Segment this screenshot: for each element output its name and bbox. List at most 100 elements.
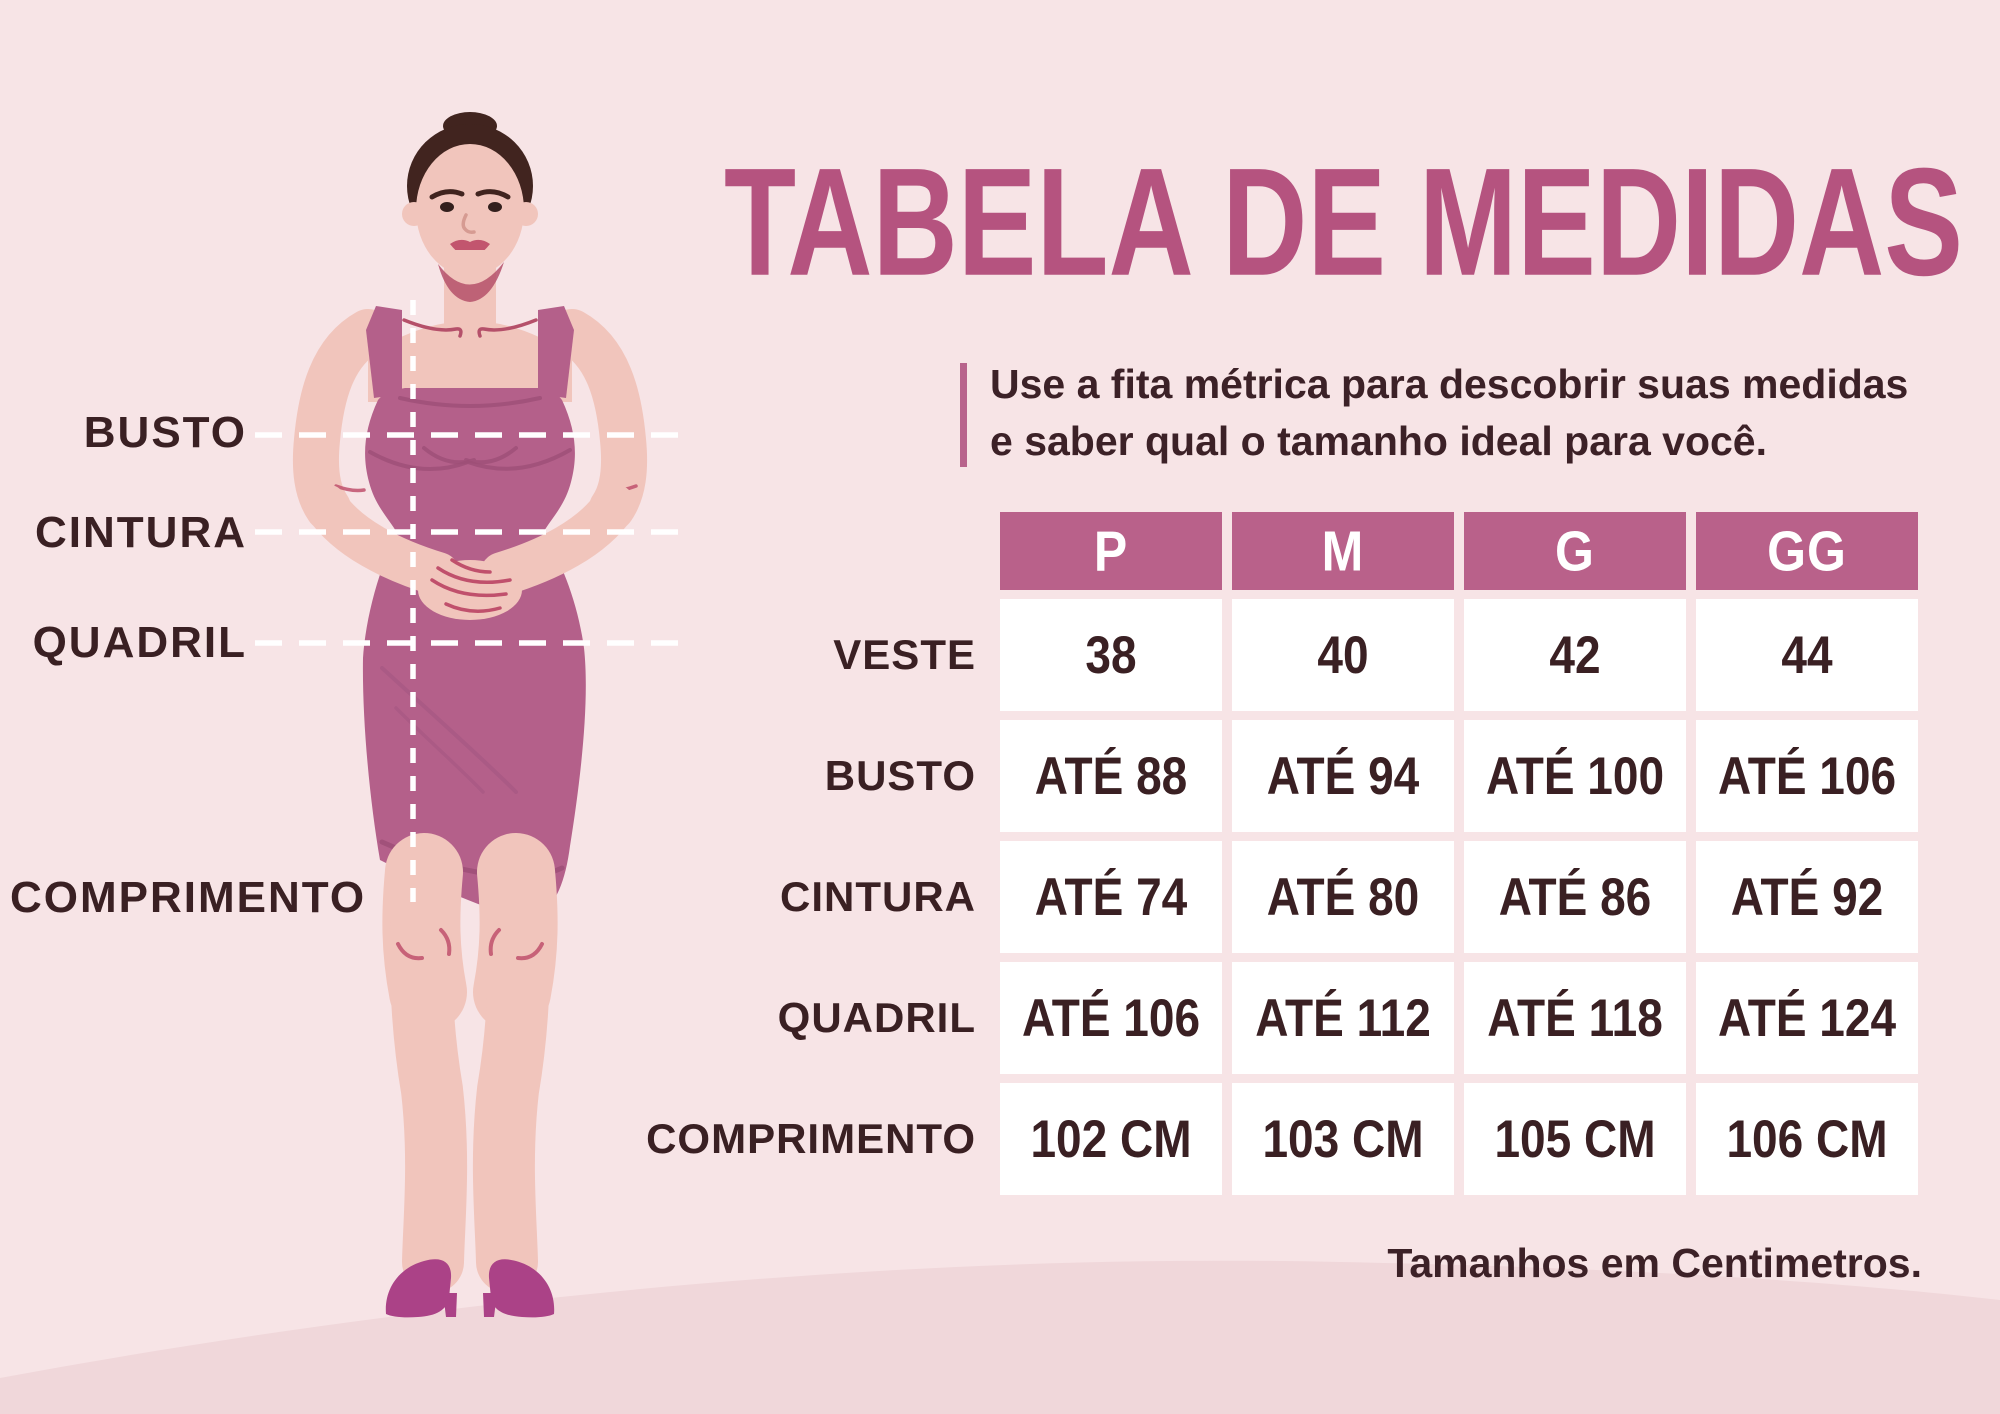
cell-quadril-p: ATÉ 106 — [1000, 962, 1222, 1074]
cell-veste-gg-value: 44 — [1781, 625, 1833, 685]
left-strap — [366, 306, 402, 398]
row-label-comprimento: COMPRIMENTO — [646, 1115, 976, 1162]
right-shoe-heel — [483, 1293, 497, 1317]
neckline-seam — [398, 396, 542, 408]
cell-comprimento-g-value: 105 CM — [1494, 1109, 1656, 1169]
cell-quadril-m-value: ATÉ 112 — [1255, 988, 1431, 1048]
ground-wave — [0, 1260, 2000, 1414]
left-eye — [440, 202, 454, 212]
cell-busto-g-value: ATÉ 100 — [1485, 746, 1665, 806]
cell-comprimento-p-value: 102 CM — [1030, 1109, 1192, 1169]
neck-shadow — [438, 262, 504, 302]
skirt-fold-2 — [394, 706, 485, 794]
right-leg — [472, 835, 551, 1293]
cell-busto-p: ATÉ 88 — [1000, 720, 1222, 832]
row-label-quadril: QUADRIL — [777, 994, 976, 1041]
column-header-gg-label: GG — [1767, 519, 1847, 583]
right-eye — [488, 202, 502, 212]
skirt-fold-1 — [380, 666, 518, 794]
intro-line-2: e saber qual o tamanho ideal para você. — [990, 418, 1767, 464]
cell-comprimento-p: 102 CM — [1000, 1083, 1222, 1195]
left-forearm — [304, 484, 460, 596]
measurement-dashed-lines — [255, 300, 690, 902]
cell-veste-m: 40 — [1232, 599, 1454, 711]
right-upper-arm — [549, 309, 648, 531]
cell-comprimento-gg-value: 106 CM — [1726, 1109, 1888, 1169]
column-header-g-label: G — [1555, 519, 1595, 583]
column-header-p: P — [1000, 512, 1222, 590]
cell-quadril-gg-value: ATÉ 124 — [1717, 988, 1897, 1048]
cell-veste-m-value: 40 — [1317, 625, 1369, 685]
shoulders — [368, 321, 572, 402]
cell-cintura-p-value: ATÉ 74 — [1034, 867, 1188, 927]
cell-comprimento-g: 105 CM — [1464, 1083, 1686, 1195]
intro-text: Use a fita métrica para descobrir suas m… — [990, 356, 1908, 470]
cell-cintura-p: ATÉ 74 — [1000, 841, 1222, 953]
left-shoe-heel — [443, 1293, 457, 1317]
cell-quadril-gg: ATÉ 124 — [1696, 962, 1918, 1074]
left-leg — [389, 835, 468, 1293]
left-upper-arm — [292, 309, 391, 531]
left-shoe — [385, 1259, 452, 1318]
cell-cintura-g: ATÉ 86 — [1464, 841, 1686, 953]
cell-busto-m: ATÉ 94 — [1232, 720, 1454, 832]
finger-lines — [430, 558, 512, 613]
hands — [418, 560, 522, 620]
right-strap — [538, 306, 574, 398]
cell-veste-gg: 44 — [1696, 599, 1918, 711]
cell-comprimento-gg: 106 CM — [1696, 1083, 1918, 1195]
cell-busto-g: ATÉ 100 — [1464, 720, 1686, 832]
cell-cintura-m: ATÉ 80 — [1232, 841, 1454, 953]
cell-cintura-m-value: ATÉ 80 — [1266, 867, 1420, 927]
bust-darts — [422, 446, 518, 465]
cell-veste-g: 42 — [1464, 599, 1686, 711]
cell-busto-gg-value: ATÉ 106 — [1717, 746, 1897, 806]
left-eyebrow — [429, 189, 465, 200]
row-label-busto: BUSTO — [824, 752, 976, 799]
woman-figure — [292, 112, 648, 1318]
cell-quadril-g: ATÉ 118 — [1464, 962, 1686, 1074]
footer-note: Tamanhos em Centimetros. — [1387, 1240, 1922, 1286]
left-elbow-crease — [334, 484, 366, 493]
column-header-m: M — [1232, 512, 1454, 590]
dress — [362, 388, 586, 919]
cell-veste-g-value: 42 — [1549, 625, 1601, 685]
cell-busto-p-value: ATÉ 88 — [1034, 746, 1188, 806]
page-title: TABELA DE MEDIDAS — [724, 136, 1963, 309]
right-forearm — [480, 484, 636, 596]
column-header-gg: GG — [1696, 512, 1918, 590]
column-header-p-label: P — [1093, 519, 1129, 583]
cell-veste-p-value: 38 — [1085, 625, 1137, 685]
figure-label-quadril: QUADRIL — [32, 618, 247, 667]
cell-quadril-g-value: ATÉ 118 — [1487, 988, 1663, 1048]
intro-line-1: Use a fita métrica para descobrir suas m… — [990, 361, 1909, 407]
size-table: P M G GG VESTE 38 40 42 44 BUSTO ATÉ 88 … — [610, 512, 1918, 1195]
face — [416, 144, 524, 276]
left-collarbone — [402, 318, 463, 338]
cell-comprimento-m-value: 103 CM — [1262, 1109, 1424, 1169]
right-shoe — [488, 1259, 555, 1318]
intro-accent-bar — [960, 363, 967, 467]
row-label-cintura: CINTURA — [780, 873, 976, 920]
cell-cintura-gg: ATÉ 92 — [1696, 841, 1918, 953]
cell-quadril-p-value: ATÉ 106 — [1021, 988, 1201, 1048]
right-eyebrow — [475, 189, 511, 200]
figure-label-cintura: CINTURA — [35, 508, 247, 557]
cell-quadril-m: ATÉ 112 — [1232, 962, 1454, 1074]
row-label-veste: VESTE — [833, 631, 976, 678]
cell-cintura-gg-value: ATÉ 92 — [1730, 867, 1884, 927]
left-knee-marks — [396, 928, 452, 961]
cell-busto-gg: ATÉ 106 — [1696, 720, 1918, 832]
nose — [461, 213, 476, 234]
figure-label-busto: BUSTO — [83, 408, 247, 457]
right-collarbone — [477, 318, 538, 338]
figure-label-comprimento: COMPRIMENTO — [10, 873, 367, 922]
cell-cintura-g-value: ATÉ 86 — [1498, 867, 1652, 927]
cell-busto-m-value: ATÉ 94 — [1266, 746, 1420, 806]
right-knee-marks — [488, 928, 544, 961]
cell-comprimento-m: 103 CM — [1232, 1083, 1454, 1195]
column-header-m-label: M — [1321, 519, 1365, 583]
cell-veste-p: 38 — [1000, 599, 1222, 711]
